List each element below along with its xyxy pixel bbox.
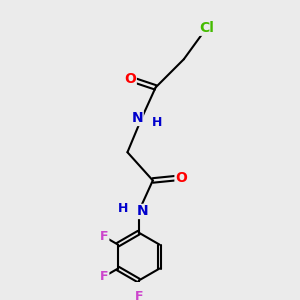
Text: H: H bbox=[118, 202, 128, 215]
Text: F: F bbox=[134, 290, 143, 300]
Text: N: N bbox=[131, 111, 143, 125]
Text: O: O bbox=[124, 72, 136, 86]
Text: F: F bbox=[100, 230, 109, 243]
Text: Cl: Cl bbox=[199, 21, 214, 35]
Text: F: F bbox=[100, 270, 109, 283]
Text: H: H bbox=[152, 116, 162, 129]
Text: N: N bbox=[137, 205, 149, 218]
Text: O: O bbox=[175, 171, 187, 184]
